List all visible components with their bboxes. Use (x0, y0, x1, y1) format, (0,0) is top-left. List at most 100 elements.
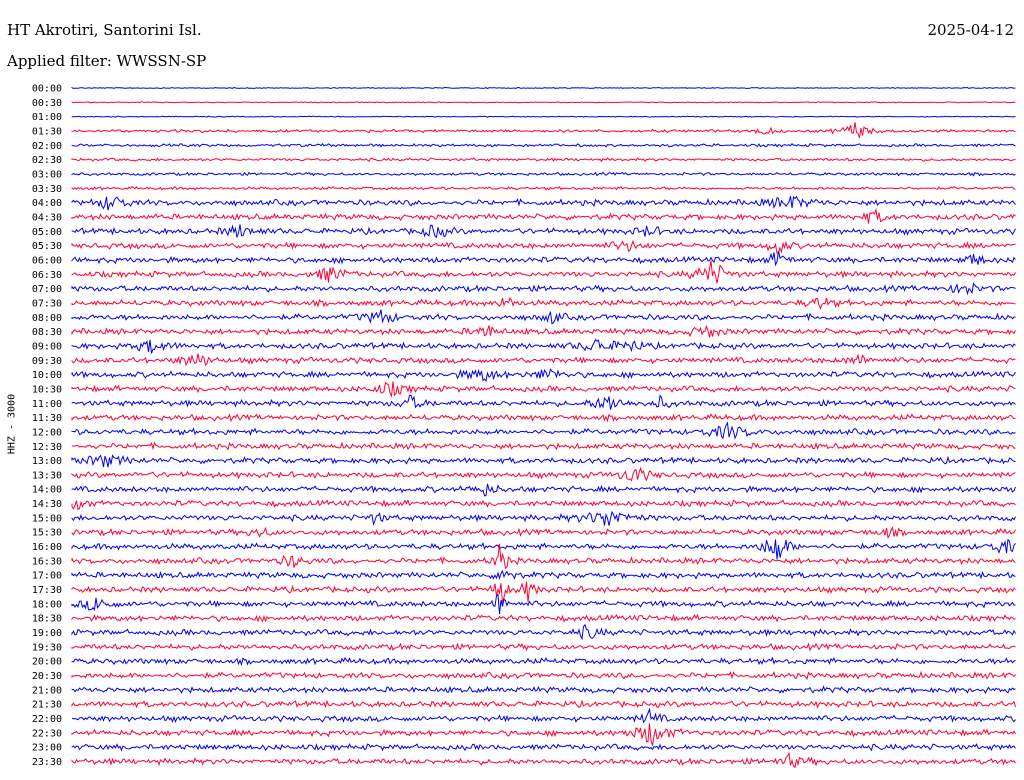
seismic-trace (71, 250, 1016, 267)
seismic-trace (71, 569, 1016, 580)
filter-label: Applied filter: WWSSN-SP (7, 52, 207, 70)
time-tick-label: 10:00 (32, 370, 62, 381)
time-tick-label: 13:30 (32, 470, 62, 481)
time-tick-label: 01:00 (32, 112, 62, 123)
seismic-trace (71, 239, 1016, 254)
time-tick-label: 07:30 (32, 298, 62, 309)
seismic-trace (71, 593, 1016, 614)
seismic-trace (71, 685, 1016, 695)
time-tick-label: 12:30 (32, 442, 62, 453)
seismic-trace (71, 613, 1016, 623)
seismic-trace (71, 86, 1016, 90)
time-tick-label: 05:30 (32, 241, 62, 252)
station-title: HT Akrotiri, Santorini Isl. (7, 21, 202, 39)
time-tick-label: 08:00 (32, 313, 62, 324)
time-tick-label: 10:30 (32, 384, 62, 395)
seismic-trace (71, 441, 1016, 451)
time-tick-label: 00:00 (32, 84, 62, 95)
seismic-trace (71, 483, 1016, 497)
seismic-trace (71, 623, 1016, 641)
seismic-trace (71, 538, 1016, 560)
time-tick-label: 16:30 (32, 556, 62, 567)
time-tick-label: 02:00 (32, 141, 62, 152)
seismic-trace (71, 526, 1016, 539)
seismic-trace (71, 185, 1016, 191)
time-tick-labels: 00:00 00:30 01:00 01:30 02:00 02:30 03:00 03:30… (32, 84, 62, 769)
time-tick-label: 09:30 (32, 356, 62, 367)
time-tick-label: 21:30 (32, 700, 62, 711)
seismic-trace (71, 101, 1016, 104)
time-tick-label: 18:00 (32, 599, 62, 610)
time-tick-label: 00:30 (32, 98, 62, 109)
seismic-trace (71, 309, 1016, 325)
seismic-trace (71, 421, 1016, 440)
time-tick-label: 23:30 (32, 757, 62, 768)
seismic-trace (71, 642, 1016, 652)
time-tick-label: 05:00 (32, 227, 62, 238)
time-tick-label: 15:00 (32, 513, 62, 524)
time-tick-label: 20:30 (32, 671, 62, 682)
time-tick-label: 19:30 (32, 642, 62, 653)
time-tick-label: 11:30 (32, 413, 62, 424)
seismic-trace (71, 207, 1016, 224)
seismic-trace (71, 282, 1016, 296)
seismic-trace (71, 381, 1016, 398)
time-tick-label: 17:30 (32, 585, 62, 596)
time-tick-label: 03:00 (32, 169, 62, 180)
time-tick-label: 20:00 (32, 657, 62, 668)
time-tick-label: 21:00 (32, 685, 62, 696)
time-tick-label: 17:00 (32, 571, 62, 582)
seismic-trace (71, 499, 1016, 511)
seismic-trace (71, 581, 1016, 604)
seismic-trace (71, 324, 1016, 338)
time-tick-label: 14:30 (32, 499, 62, 510)
time-tick-label: 03:30 (32, 184, 62, 195)
seismic-trace (71, 368, 1016, 383)
time-tick-label: 15:30 (32, 528, 62, 539)
seismic-trace (71, 296, 1016, 310)
time-tick-label: 09:00 (32, 341, 62, 352)
seismic-trace (71, 224, 1016, 239)
time-tick-label: 22:00 (32, 714, 62, 725)
seismic-trace (71, 157, 1016, 163)
date-label: 2025-04-12 (927, 21, 1014, 39)
time-tick-label: 07:00 (32, 284, 62, 295)
seismic-trace (71, 454, 1016, 468)
time-tick-label: 06:30 (32, 270, 62, 281)
time-tick-label: 18:30 (32, 614, 62, 625)
time-tick-label: 23:00 (32, 743, 62, 754)
time-tick-label: 13:00 (32, 456, 62, 467)
time-tick-label: 04:30 (32, 212, 62, 223)
seismic-trace (71, 394, 1016, 410)
seismic-trace (71, 656, 1016, 667)
seismic-trace (71, 751, 1016, 769)
time-tick-label: 14:00 (32, 485, 62, 496)
seismic-trace (71, 707, 1016, 724)
time-tick-label: 11:00 (32, 399, 62, 410)
seismic-traces (71, 86, 1016, 769)
seismic-trace (71, 670, 1016, 680)
time-tick-label: 12:00 (32, 427, 62, 438)
time-tick-label: 08:30 (32, 327, 62, 338)
seismic-trace (71, 413, 1016, 423)
seismic-trace (71, 353, 1016, 367)
seismic-trace (71, 260, 1016, 284)
time-tick-label: 02:30 (32, 155, 62, 166)
time-tick-label: 19:00 (32, 628, 62, 639)
seismic-trace (71, 699, 1016, 709)
seismic-trace (71, 122, 1016, 140)
seismic-trace (71, 338, 1016, 354)
seismic-trace (71, 142, 1016, 148)
time-tick-label: 22:30 (32, 728, 62, 739)
seismic-trace (71, 195, 1016, 211)
seismic-trace (71, 115, 1016, 118)
seismic-trace (71, 510, 1016, 527)
seismic-trace (71, 742, 1016, 752)
time-tick-label: 01:30 (32, 126, 62, 137)
time-tick-label: 16:00 (32, 542, 62, 553)
seismic-trace (71, 466, 1016, 482)
seismic-trace (71, 723, 1016, 746)
time-tick-label: 04:00 (32, 198, 62, 209)
seismic-trace (71, 543, 1016, 570)
